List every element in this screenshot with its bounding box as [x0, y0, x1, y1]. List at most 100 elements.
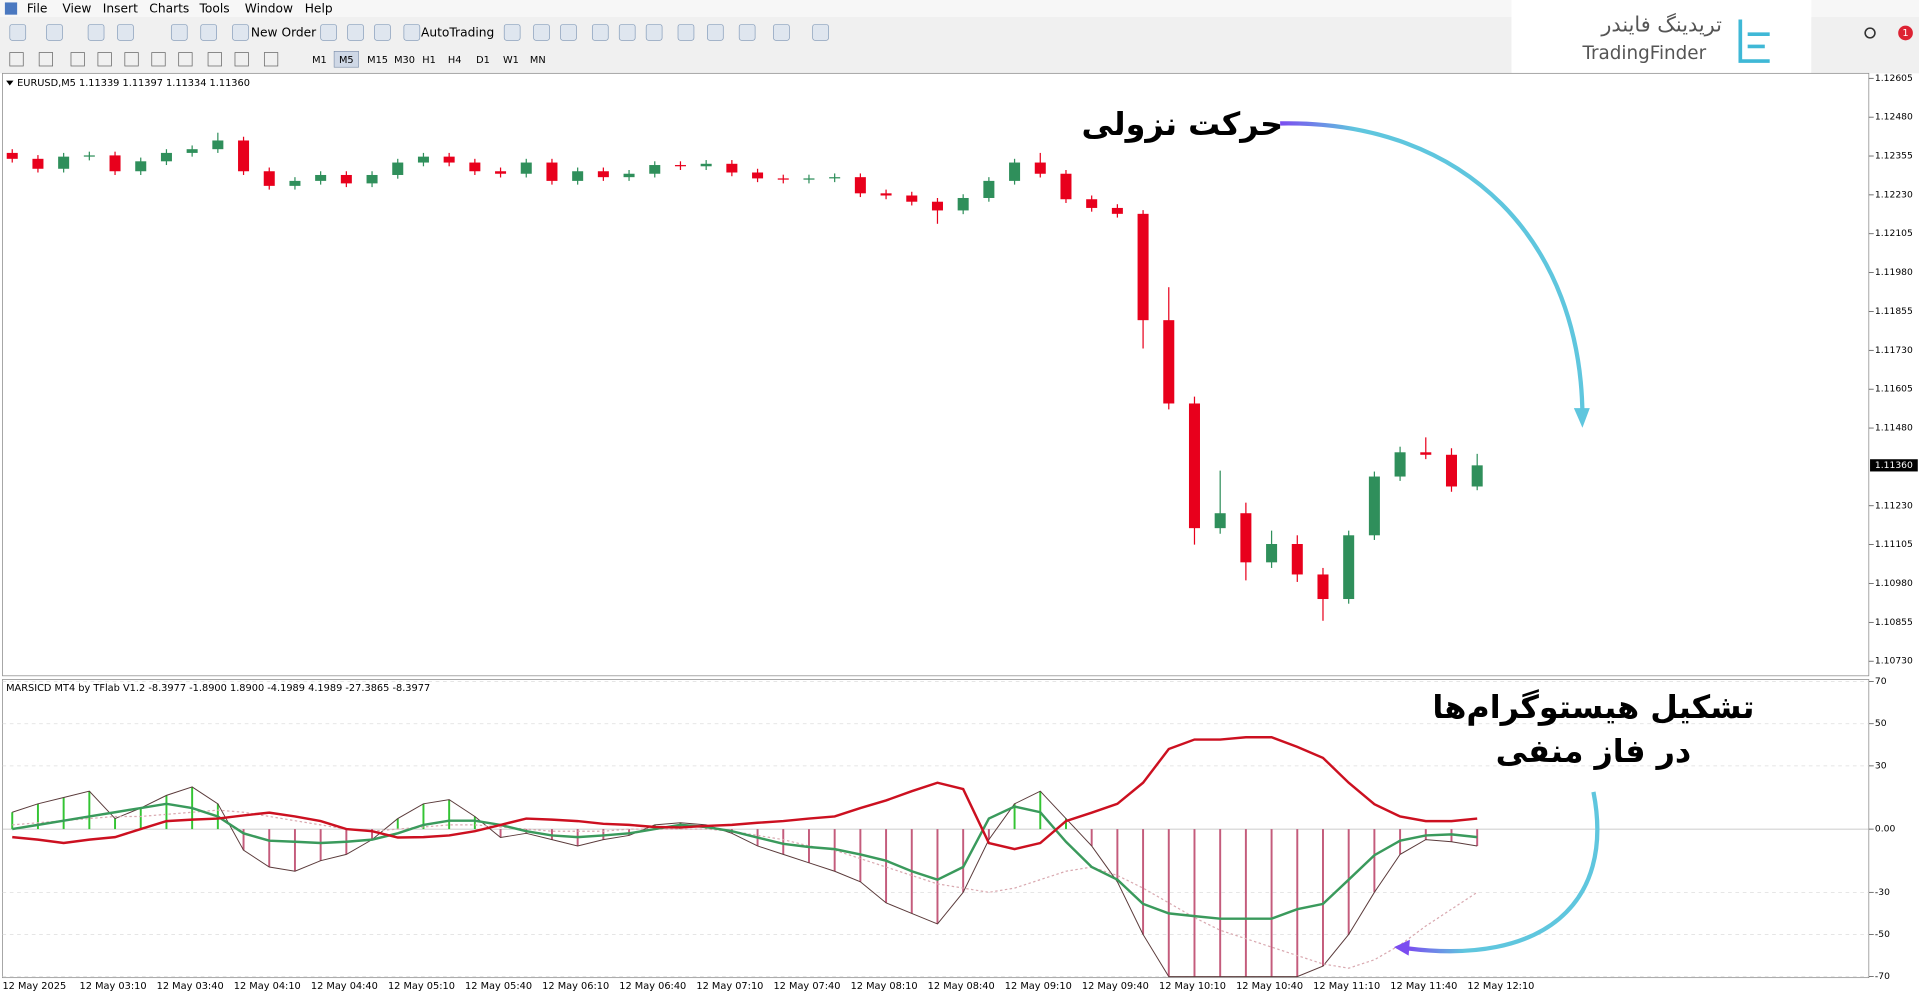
y-tick-label: 1.11980 [1875, 267, 1913, 278]
y-tick-label: 50 [1875, 718, 1887, 729]
toolbar-button[interactable] [503, 24, 521, 41]
timeframe-button[interactable]: M15 [367, 55, 388, 66]
timeframe-button[interactable]: M30 [394, 55, 415, 66]
x-tick-label: 12 May 05:10 [388, 981, 455, 992]
candle-body [906, 195, 918, 202]
y-tick-label: 1.11730 [1875, 345, 1913, 356]
menu-item[interactable]: View [62, 2, 91, 16]
timeframe-button[interactable]: H1 [422, 55, 436, 66]
timeframe-button[interactable]: M5 [339, 55, 354, 66]
toolbar-button[interactable] [707, 24, 724, 41]
x-tick-label: 12 May 05:40 [465, 981, 532, 992]
x-tick-label: 12 May 11:40 [1390, 981, 1457, 992]
menu-item[interactable]: Help [305, 2, 333, 16]
drawing-tool[interactable] [97, 52, 112, 67]
candle-body [726, 163, 738, 173]
timeframe-button[interactable]: M1 [312, 55, 327, 66]
menu-item[interactable]: Tools [198, 2, 229, 16]
drawing-tool[interactable] [234, 52, 249, 67]
candle-body [32, 158, 44, 169]
logo-panel [1511, 0, 1812, 81]
y-tick-label: 1.10980 [1875, 578, 1913, 589]
notification-count: 1 [1902, 28, 1908, 39]
drawing-tool[interactable] [178, 52, 193, 67]
candle-body [674, 165, 686, 167]
toolbar-button[interactable] [87, 24, 105, 41]
toolbar-button[interactable] [9, 24, 27, 41]
candle-body [1137, 213, 1149, 321]
timeframe-button[interactable]: D1 [476, 55, 490, 66]
candle-body [83, 155, 95, 157]
candle-body [649, 165, 661, 174]
drawing-tool[interactable] [38, 52, 53, 67]
menu-item[interactable]: Window [245, 2, 293, 16]
toolbar-button[interactable] [170, 24, 188, 41]
y-tick-label: 1.11230 [1875, 500, 1913, 511]
timeframe-active [333, 51, 359, 68]
autotrading-button[interactable]: AutoTrading [421, 26, 494, 40]
drawing-tool[interactable] [151, 52, 166, 67]
y-tick-label: 1.12105 [1875, 228, 1913, 239]
drawing-tool[interactable] [124, 52, 139, 67]
candle-body [1240, 513, 1252, 563]
toolbar-button[interactable] [374, 24, 391, 41]
toolbar-button[interactable] [677, 24, 695, 41]
candle-body [829, 177, 841, 179]
menu-item[interactable]: Insert [103, 2, 138, 16]
candle-body [1034, 162, 1046, 174]
y-tick-label: 1.11105 [1875, 539, 1913, 550]
toolbar-button[interactable] [560, 24, 577, 41]
x-tick-label: 12 May 04:40 [311, 981, 378, 992]
timeframe-button[interactable]: H4 [448, 55, 462, 66]
timeframe-button[interactable]: W1 [503, 55, 519, 66]
toolbar-button[interactable] [618, 24, 636, 41]
toolbar-button[interactable] [232, 24, 249, 41]
drawing-tool[interactable] [263, 52, 279, 67]
x-tick-label: 12 May 10:10 [1159, 981, 1226, 992]
menu-item[interactable]: File [27, 2, 47, 16]
candle-body [1086, 199, 1098, 208]
notification-badge[interactable] [1898, 25, 1913, 41]
drawing-tool[interactable] [9, 52, 24, 67]
candle-body [777, 178, 789, 180]
toolbar-button[interactable] [117, 24, 134, 41]
candle-body [1420, 452, 1432, 455]
x-tick-label: 12 May 06:10 [542, 981, 609, 992]
toolbar-button[interactable] [200, 24, 217, 41]
search-icon[interactable] [1864, 27, 1876, 39]
toolbar-button[interactable] [738, 24, 756, 41]
toolbar-button[interactable] [591, 24, 609, 41]
toolbar-button[interactable] [533, 24, 550, 41]
candle-body [957, 197, 969, 211]
y-tick-label: 1.10855 [1875, 617, 1913, 628]
candle-body [1163, 320, 1175, 404]
drawing-tool[interactable] [70, 52, 85, 67]
price-pane [2, 72, 1870, 677]
x-tick-label: 12 May 03:10 [80, 981, 147, 992]
new-order-button[interactable]: New Order [251, 26, 317, 40]
candle-body [983, 180, 995, 198]
logo: تریدینگ فایندر TradingFinder [1511, 0, 1812, 81]
toolbar-button[interactable] [812, 24, 829, 41]
histogram-line [12, 786, 1478, 978]
candle-body [572, 171, 584, 181]
toolbar-button[interactable] [773, 24, 790, 41]
toolbar-button[interactable] [347, 24, 364, 41]
candle-body [854, 177, 866, 194]
current-price-label: 1.11360 [1875, 460, 1913, 471]
x-tick-label: 12 May 12:10 [1467, 981, 1534, 992]
toolbar-button[interactable] [320, 24, 337, 41]
candle-body [880, 193, 892, 196]
toolbar-button[interactable] [645, 24, 663, 41]
x-tick-label: 12 May 11:10 [1313, 981, 1380, 992]
x-tick-label: 12 May 07:40 [773, 981, 840, 992]
timeframe-button[interactable]: MN [530, 55, 546, 66]
candle-body [1009, 162, 1021, 181]
menu-item[interactable]: Charts [149, 2, 189, 16]
candle-body [1471, 465, 1483, 487]
candle-body [238, 140, 250, 172]
candle-body [1394, 452, 1406, 477]
toolbar-button[interactable] [403, 24, 421, 41]
drawing-tool[interactable] [207, 52, 222, 67]
toolbar-button[interactable] [46, 24, 63, 41]
